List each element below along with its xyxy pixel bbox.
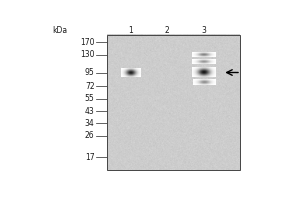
Text: kDa: kDa [52,26,67,35]
Text: 170: 170 [80,38,94,47]
Text: 17: 17 [85,153,94,162]
Text: 26: 26 [85,131,94,140]
Text: 2: 2 [164,26,169,35]
Text: 3: 3 [201,26,206,35]
Text: 1: 1 [128,26,133,35]
Text: 34: 34 [85,119,94,128]
Text: 55: 55 [85,94,94,103]
Text: 43: 43 [85,107,94,116]
Text: 130: 130 [80,50,94,59]
Text: 72: 72 [85,82,94,91]
Bar [107,35,240,170]
Text: 95: 95 [85,68,94,77]
